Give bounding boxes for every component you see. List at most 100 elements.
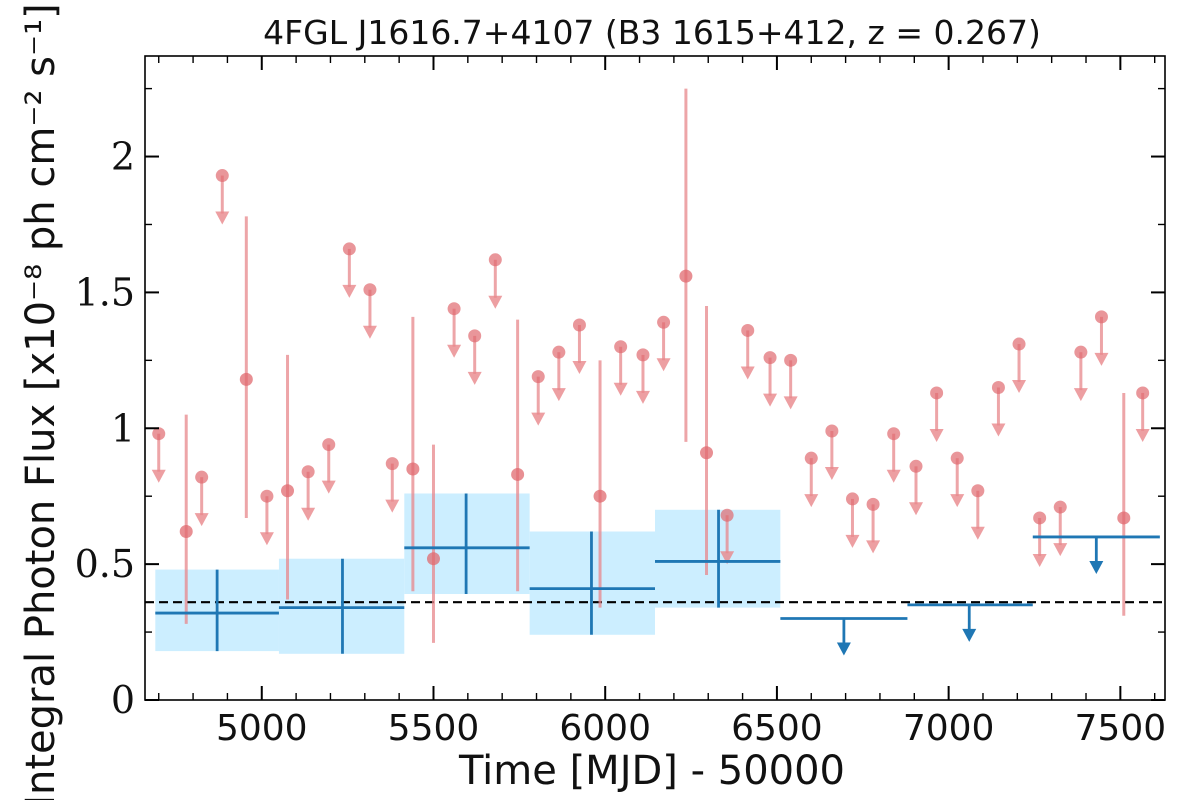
short-bin-point-0 xyxy=(179,525,193,539)
short-bin-ul-point-26 xyxy=(887,427,901,441)
long-bin-ul-arrowhead-0 xyxy=(836,642,851,656)
short-bin-ul-arrowhead-32 xyxy=(1012,380,1027,394)
short-bin-ul-point-14 xyxy=(572,318,586,332)
x-tick-label-2: 6000 xyxy=(559,708,651,749)
short-bin-ul-arrowhead-34 xyxy=(1053,543,1068,557)
short-bin-ul-point-18 xyxy=(720,508,734,522)
chart-title: 4FGL J1616.7+4107 (B3 1615+412, z = 0.26… xyxy=(263,13,1041,52)
short-bin-ul-point-12 xyxy=(531,370,545,384)
short-bin-point-4 xyxy=(426,552,440,566)
short-bin-ul-point-25 xyxy=(866,497,880,511)
short-bin-ul-point-33 xyxy=(1033,511,1047,525)
short-bin-ul-arrowhead-31 xyxy=(991,423,1006,437)
short-bin-ul-arrowhead-17 xyxy=(656,358,671,372)
short-bin-ul-arrowhead-26 xyxy=(886,469,901,483)
y-axis-label: Integral Photon Flux [x10⁻⁸ ph cm⁻² s⁻¹] xyxy=(18,3,64,800)
short-bin-ul-point-37 xyxy=(1136,386,1150,400)
x-tick-label-5: 7500 xyxy=(1075,708,1167,749)
short-bin-ul-arrowhead-25 xyxy=(866,540,881,554)
short-bin-ul-arrowhead-29 xyxy=(950,494,965,508)
short-bin-ul-arrowhead-10 xyxy=(467,371,482,385)
short-bin-ul-arrowhead-23 xyxy=(824,466,839,480)
short-bin-ul-arrowhead-2 xyxy=(215,211,230,225)
short-bin-ul-point-13 xyxy=(552,345,566,359)
plot-frame xyxy=(144,55,1166,701)
short-bin-ul-arrowhead-8 xyxy=(385,499,400,513)
short-bin-ul-arrowhead-1 xyxy=(194,513,209,527)
short-bin-ul-point-31 xyxy=(991,381,1005,395)
y-tick-label-1: 0.5 xyxy=(75,542,135,586)
y-tick-label-2: 1 xyxy=(111,406,135,450)
long-bin-ul-arrowhead-1 xyxy=(962,628,977,642)
short-bin-ul-arrowhead-33 xyxy=(1032,553,1047,567)
short-bin-ul-point-15 xyxy=(614,340,628,354)
short-bin-ul-point-21 xyxy=(784,353,798,367)
short-bin-ul-point-28 xyxy=(930,386,944,400)
short-bin-ul-arrowhead-12 xyxy=(531,412,546,426)
short-bin-ul-arrowhead-24 xyxy=(845,534,860,548)
short-bin-ul-arrowhead-11 xyxy=(488,295,503,309)
short-bin-ul-point-30 xyxy=(971,484,985,498)
y-tick-label-0: 0 xyxy=(111,678,135,722)
short-bin-ul-point-10 xyxy=(468,329,482,343)
short-bin-ul-point-29 xyxy=(950,451,964,465)
x-tick-label-3: 6500 xyxy=(731,708,823,749)
short-bin-point-5 xyxy=(511,467,525,481)
short-bin-ul-arrowhead-37 xyxy=(1135,428,1150,442)
short-bin-ul-arrowhead-35 xyxy=(1073,388,1088,402)
short-bin-ul-point-4 xyxy=(301,465,315,479)
short-bin-ul-point-19 xyxy=(741,323,755,337)
short-bin-ul-point-3 xyxy=(260,489,274,503)
short-bin-ul-arrowhead-28 xyxy=(929,428,944,442)
x-tick-label-4: 7000 xyxy=(903,708,995,749)
short-bin-ul-point-22 xyxy=(804,451,818,465)
short-bin-point-7 xyxy=(679,269,693,283)
short-bin-ul-point-36 xyxy=(1094,310,1108,324)
short-bin-ul-point-35 xyxy=(1074,345,1088,359)
short-bin-ul-point-27 xyxy=(909,459,923,473)
short-bin-ul-arrowhead-16 xyxy=(635,390,650,404)
short-bin-ul-arrowhead-3 xyxy=(259,532,274,546)
short-bin-ul-point-7 xyxy=(363,283,377,297)
short-bin-ul-arrowhead-27 xyxy=(909,502,924,516)
short-bin-point-8 xyxy=(700,446,714,460)
x-tick-label-1: 5500 xyxy=(388,708,480,749)
short-bin-ul-arrowhead-36 xyxy=(1094,352,1109,366)
y-tick-label-3: 1.5 xyxy=(75,270,135,314)
short-bin-point-9 xyxy=(1117,511,1131,525)
short-bin-ul-point-16 xyxy=(636,348,650,362)
short-bin-ul-point-34 xyxy=(1053,500,1067,514)
short-bin-ul-arrowhead-5 xyxy=(321,480,336,494)
x-axis-label: Time [MJD] - 50000 xyxy=(458,748,845,794)
short-bin-ul-point-8 xyxy=(385,457,399,471)
short-bin-ul-point-11 xyxy=(488,253,502,267)
short-bin-ul-point-1 xyxy=(195,470,209,484)
short-bin-ul-arrowhead-0 xyxy=(151,469,166,483)
short-bin-ul-point-17 xyxy=(657,315,671,329)
short-bin-ul-point-24 xyxy=(845,492,859,506)
short-bin-ul-point-32 xyxy=(1012,337,1026,351)
short-bin-ul-point-0 xyxy=(152,427,166,441)
short-bin-ul-arrowhead-15 xyxy=(613,382,628,396)
short-bin-point-1 xyxy=(239,372,253,386)
short-bin-ul-point-20 xyxy=(763,351,777,365)
short-bin-ul-point-23 xyxy=(825,424,839,438)
short-bin-ul-arrowhead-30 xyxy=(970,526,985,540)
short-bin-ul-arrowhead-21 xyxy=(783,396,798,410)
short-bin-ul-arrowhead-6 xyxy=(342,284,357,298)
short-bin-ul-arrowhead-14 xyxy=(572,361,587,375)
short-bin-ul-point-6 xyxy=(342,242,356,256)
short-bin-ul-arrowhead-19 xyxy=(740,366,755,380)
short-bin-ul-arrowhead-13 xyxy=(551,388,566,402)
short-bin-ul-arrowhead-20 xyxy=(763,393,778,407)
short-bin-point-2 xyxy=(281,484,295,498)
x-tick-label-0: 5000 xyxy=(216,708,308,749)
short-bin-ul-arrowhead-18 xyxy=(720,551,735,565)
short-bin-ul-arrowhead-22 xyxy=(804,494,819,508)
short-bin-ul-arrowhead-7 xyxy=(362,325,377,339)
short-bin-ul-point-5 xyxy=(322,438,336,452)
long-bin-ul-arrowhead-2 xyxy=(1089,560,1104,574)
y-tick-label-4: 2 xyxy=(111,135,135,179)
short-bin-point-6 xyxy=(593,489,607,503)
